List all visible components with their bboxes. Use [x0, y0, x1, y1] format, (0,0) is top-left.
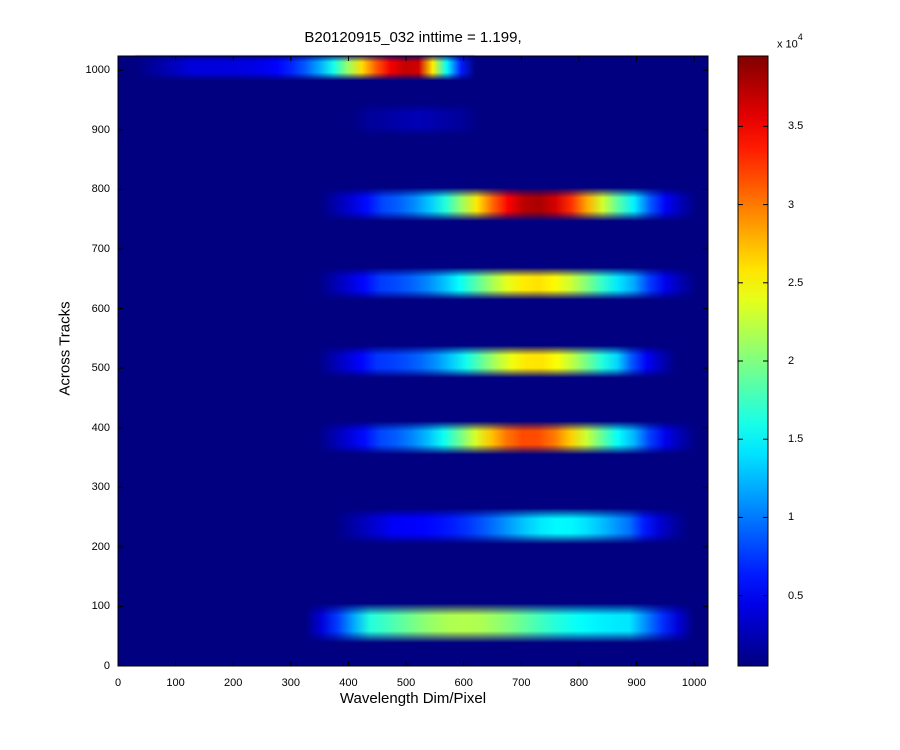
- y-tick-label: 0: [103, 660, 110, 672]
- heatmap-band: [319, 187, 698, 222]
- heatmap-band: [348, 103, 481, 137]
- x-tick-label: 300: [281, 677, 301, 689]
- y-tick-label: 700: [91, 243, 110, 255]
- chart-title: B20120915_032 inttime = 1.199,: [304, 29, 522, 46]
- colorbar-tick-label: 1.5: [788, 433, 804, 446]
- plot-frame: [117, 55, 709, 667]
- x-tick-label: 700: [512, 677, 531, 689]
- tick-marks: [117, 56, 768, 667]
- x-tick-label: 200: [224, 677, 243, 689]
- colorbar-tick-label: 3: [788, 198, 795, 211]
- colorbar-tick-label: 2: [788, 355, 795, 367]
- x-tick-label: 0: [114, 677, 122, 689]
- y-tick-label: 300: [91, 481, 110, 494]
- y-tick-label: 800: [91, 183, 110, 196]
- x-axis-label: Wavelength Dim/Pixel: [339, 690, 487, 707]
- x-tick-label: 500: [396, 677, 416, 689]
- y-tick-label: 1000: [85, 64, 110, 77]
- y-tick-label: 900: [91, 123, 110, 136]
- heatmap-band: [316, 267, 698, 300]
- colorbar-multiplier: x 104: [777, 32, 803, 51]
- heatmap-band: [316, 421, 698, 455]
- x-tick-label: 400: [339, 677, 358, 689]
- x-tick-label: 1000: [681, 677, 707, 689]
- colorbar-tick-label: 2.5: [788, 276, 804, 289]
- x-tick-label: 800: [569, 677, 589, 689]
- y-tick-label: 600: [91, 302, 110, 315]
- x-tick-label: 900: [627, 677, 646, 689]
- x-tick-label: 600: [454, 677, 473, 689]
- colorbar-tick-label: 0.5: [788, 589, 804, 602]
- heatmap-band: [135, 54, 476, 81]
- y-tick-label: 200: [91, 540, 110, 553]
- heatmap-band: [334, 508, 689, 544]
- y-tick-label: 500: [91, 362, 110, 375]
- y-tick-label: 100: [91, 600, 110, 613]
- heatmap-area: [118, 54, 708, 666]
- colorbar-tick-label: 3.5: [788, 120, 804, 133]
- heatmap-band: [305, 603, 695, 643]
- colorbar-tick-label: 1: [788, 511, 795, 524]
- y-tick-label: 400: [91, 421, 110, 434]
- x-tick-label: 100: [166, 677, 185, 689]
- heatmap-band: [316, 345, 677, 378]
